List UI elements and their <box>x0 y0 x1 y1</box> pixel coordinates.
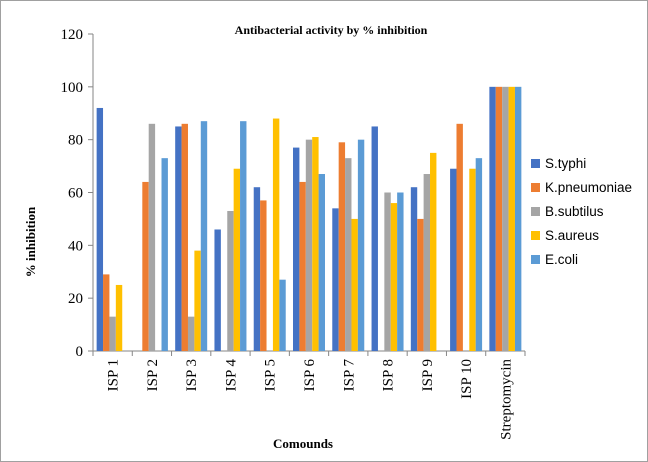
legend-swatch <box>531 159 540 168</box>
bar-s-typhi-isp-10 <box>450 168 457 351</box>
bar-s-aureus-isp-9 <box>430 152 437 351</box>
bar-s-typhi-isp-5 <box>253 187 261 351</box>
bar-k-pneumoniae-isp-1 <box>103 274 110 351</box>
bar-b-subtilus-isp-8 <box>384 192 391 351</box>
legend: S.typhi K.pneumoniae B.subtilus S.aureus E.c… <box>531 156 632 267</box>
bar-e-coli-isp-4 <box>240 121 247 351</box>
bar-b-subtilus-isp-7 <box>345 158 352 351</box>
bar-k-pneumoniae-isp-6 <box>299 181 306 351</box>
bar-k-pneumoniae-isp-2 <box>142 181 149 351</box>
bar-e-coli-isp-3 <box>200 121 208 351</box>
legend-swatch <box>531 207 540 216</box>
bar-s-aureus-isp-3 <box>194 250 201 351</box>
bar-s-aureus-isp-1 <box>115 284 123 351</box>
bar-k-pneumoniae-isp-3 <box>181 123 188 351</box>
bar-s-typhi-isp-4 <box>214 229 221 351</box>
bar-b-subtilus-isp-3 <box>187 316 195 351</box>
bar-s-typhi-isp-8 <box>371 126 378 351</box>
bar-b-subtilus-isp-4 <box>227 210 234 351</box>
bar-s-typhi-streptomycin <box>489 86 496 351</box>
x-tick-label: ISP 1 <box>106 359 122 391</box>
bar-s-typhi-isp-1 <box>96 107 104 351</box>
chart-title: Antibacterial activity by % inhibition <box>235 23 428 37</box>
bar-s-typhi-isp-6 <box>293 147 300 351</box>
legend-label: B.subtilus <box>545 204 604 219</box>
x-tick-label: ISP 3 <box>184 359 200 391</box>
bar-s-aureus-isp-6 <box>312 137 319 351</box>
bar-s-aureus-isp-4 <box>233 168 241 351</box>
x-tick-label: ISP 7 <box>341 359 357 392</box>
bar-s-aureus-isp-10 <box>469 168 476 351</box>
y-tick-label: 20 <box>68 291 83 307</box>
bar-b-subtilus-streptomycin <box>502 86 509 351</box>
bar-s-typhi-isp-7 <box>332 208 339 351</box>
legend-label: K.pneumoniae <box>545 180 632 195</box>
y-tick-label: 40 <box>68 238 83 254</box>
x-tick-label: ISP 9 <box>420 359 436 391</box>
x-tick-label: ISP 5 <box>263 359 279 391</box>
legend-swatch <box>531 231 540 240</box>
bar-e-coli-isp-6 <box>318 174 325 351</box>
bar-k-pneumoniae-streptomycin <box>495 86 503 351</box>
bar-e-coli-isp-7 <box>357 139 365 351</box>
plot-area: 0 20 40 60 80 100 120 ISP 1 ISP 2 ISP 3 ISP 4 ISP 5… <box>61 27 526 440</box>
y-tick-label: 80 <box>68 133 83 149</box>
x-tick-label: ISP 6 <box>302 359 318 392</box>
bar-s-aureus-isp-7 <box>351 218 358 351</box>
legend-label: S.aureus <box>545 228 599 243</box>
x-tick-label: ISP 10 <box>459 359 475 399</box>
bar-k-pneumoniae-isp-10 <box>456 123 463 351</box>
bar-s-aureus-streptomycin <box>508 86 515 351</box>
bar-k-pneumoniae-isp-9 <box>417 218 424 351</box>
bar-b-subtilus-isp-1 <box>109 316 116 351</box>
bar-b-subtilus-isp-2 <box>148 123 156 351</box>
x-tick-label: Streptomycin <box>498 359 514 440</box>
bar-e-coli-isp-5 <box>279 279 286 351</box>
bar-b-subtilus-isp-6 <box>305 139 313 351</box>
bar-k-pneumoniae-isp-7 <box>338 142 346 351</box>
legend-label: S.typhi <box>545 156 586 171</box>
y-tick-label: 0 <box>76 344 84 360</box>
x-tick-label: ISP 2 <box>145 359 161 391</box>
legend-label: E.coli <box>545 252 578 267</box>
legend-swatch <box>531 255 540 264</box>
y-tick-label: 120 <box>61 27 84 43</box>
bar-k-pneumoniae-isp-5 <box>260 200 267 351</box>
bar-b-subtilus-isp-9 <box>423 174 431 351</box>
y-axis-label: % inhibition <box>23 206 38 277</box>
x-tick-label: ISP 4 <box>223 359 239 392</box>
bar-e-coli-isp-8 <box>397 192 404 351</box>
bar-s-aureus-isp-5 <box>272 118 280 352</box>
y-tick-label: 100 <box>61 80 84 96</box>
bar-s-typhi-isp-9 <box>410 187 418 351</box>
bar-e-coli-isp-2 <box>161 158 168 351</box>
bar-e-coli-streptomycin <box>514 86 522 351</box>
x-tick-label: ISP 8 <box>381 359 397 391</box>
bar-e-coli-isp-10 <box>475 158 483 351</box>
x-axis-label: Comounds <box>273 436 333 451</box>
bar-s-aureus-isp-8 <box>390 203 398 351</box>
y-tick-label: 60 <box>68 186 83 202</box>
legend-swatch <box>531 183 540 192</box>
bar-s-typhi-isp-3 <box>175 126 182 351</box>
